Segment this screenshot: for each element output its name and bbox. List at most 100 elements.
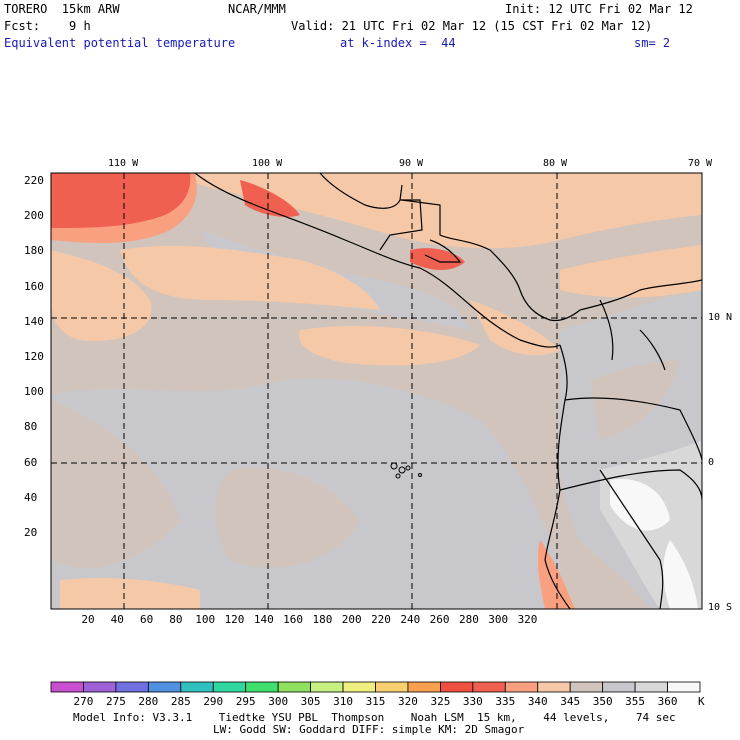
colorbar-unit: K [698,695,705,708]
field-340-south [60,578,200,609]
field-340-central [299,325,480,366]
colorbar-label: 290 [203,695,224,708]
field-name: Equivalent potential temperature [4,36,236,50]
galapagos-islands [390,462,422,479]
y-tick-label: 80 [24,420,38,434]
colorbar-swatch [212,681,247,693]
y-tick-label: 160 [24,279,44,293]
x-tick-label: 220 [371,613,391,626]
colorbar-swatch [50,681,84,693]
colorbar-swatch [472,681,506,693]
colorbar-swatch [537,681,571,693]
x-tick-label: 180 [312,613,333,626]
physics-info: LW: Godd SW: Goddard DIFF: simple KM: 2D… [213,723,525,736]
y-tick-label: 200 [24,209,44,223]
colorbar-label: 335 [495,695,516,708]
x-tick-label: 240 [400,613,421,626]
colorbar-label: 330 [462,695,483,708]
lat-label-10n: 10 N [708,312,733,323]
lon-label-90w: 90 W [399,158,424,169]
x-tick-label: 80 [169,613,183,626]
colorbar-label: 305 [300,695,321,708]
init-time: Init: 12 UTC Fri 02 Mar 12 [505,2,693,16]
x-tick-label: 40 [110,613,124,626]
colorbar-swatch [342,681,376,693]
y-tick-label: 20 [24,526,38,539]
field-335-peru-coast [537,540,575,609]
y-tick-label: 140 [24,314,44,328]
colorbar-swatch [277,681,311,693]
level-label: at k-index = 44 [340,36,456,50]
colorbar-label: 285 [170,695,191,708]
y-tick-label: 100 [24,385,44,399]
y-tick-label: 180 [24,244,44,258]
lon-label-70w: 70 W [688,158,713,169]
colorbar-label: 280 [138,695,159,708]
y-tick-label: 120 [24,350,44,363]
y-tick-label: 220 [24,174,44,187]
field-360-andes [610,479,670,531]
colorbar-label: 275 [105,695,126,708]
x-tick-label: 140 [253,613,274,626]
field-330-mexico [240,180,300,217]
lon-label-100w: 100 W [252,158,283,169]
colorbar-label: 325 [430,695,451,708]
colorbar-swatch [407,681,441,693]
field-340-band [120,245,380,310]
colorbar-label: 295 [235,695,256,708]
colorbar-label: 315 [365,695,386,708]
field-345-band [140,296,300,347]
x-tick-label: 100 [195,613,216,626]
colorbar-swatch [115,681,149,693]
lon-label-80w: 80 W [543,158,568,169]
lat-label-10s: 10 S [708,602,733,613]
colorbar-swatch [180,681,214,693]
colorbar-swatch [569,681,604,693]
x-tick-label: 60 [139,613,154,626]
x-tick-label: 280 [458,613,479,626]
field-330-guatemala [410,248,465,270]
colorbar-label: 360 [657,695,678,708]
y-tick-label: 40 [24,490,38,504]
theta-e-field [51,173,702,609]
field-345-colombia [590,360,680,440]
colorbar-swatch [245,681,279,693]
colorbar-swatch [375,681,409,693]
colorbar-swatch [147,681,182,693]
colorbar-swatch [310,681,344,693]
model-title: TORERO 15km ARW [4,2,120,16]
colorbar-label: 270 [73,695,94,708]
field-345-patch2 [215,467,360,568]
field-345-patch [51,400,180,568]
x-tick-label: 200 [341,613,362,626]
colorbar-swatch [439,681,474,693]
colorbar-label: 310 [333,695,353,708]
x-tick-label: 320 [517,613,538,626]
colorbar-label: 355 [625,695,646,708]
colorbar-swatch [504,681,539,693]
colorbar-label: 350 [592,695,613,708]
x-tick-label: 20 [81,613,95,626]
colorbar-label: 340 [527,695,548,708]
organization-label: NCAR/MMM [228,2,286,16]
map-frame [50,172,703,610]
x-tick-label: 160 [283,613,304,626]
colorbar-label: 345 [560,695,581,708]
x-tick-label: 120 [224,613,245,626]
forecast-hour: Fcst: 9 h [4,19,91,33]
colorbar-swatch [83,681,117,693]
field-360-east [663,540,698,609]
field-330-northwest [51,173,191,228]
colorbar-swatch [602,681,636,693]
smoothing-label: sm= 2 [634,36,671,50]
lat-label-0: 0 [708,457,715,468]
lon-label-110w: 110 W [108,158,139,169]
field-340-caribbean [560,245,702,298]
lat-lon-grid [51,173,702,609]
valid-time: Valid: 21 UTC Fri 02 Mar 12 (15 CST Fri … [291,19,653,33]
colorbar-swatch [667,681,701,693]
x-tick-label: 300 [488,613,509,626]
field-340-north [180,173,702,249]
model-info: Model Info: V3.3.1 Tiedtke YSU PBL Thomp… [73,711,676,724]
